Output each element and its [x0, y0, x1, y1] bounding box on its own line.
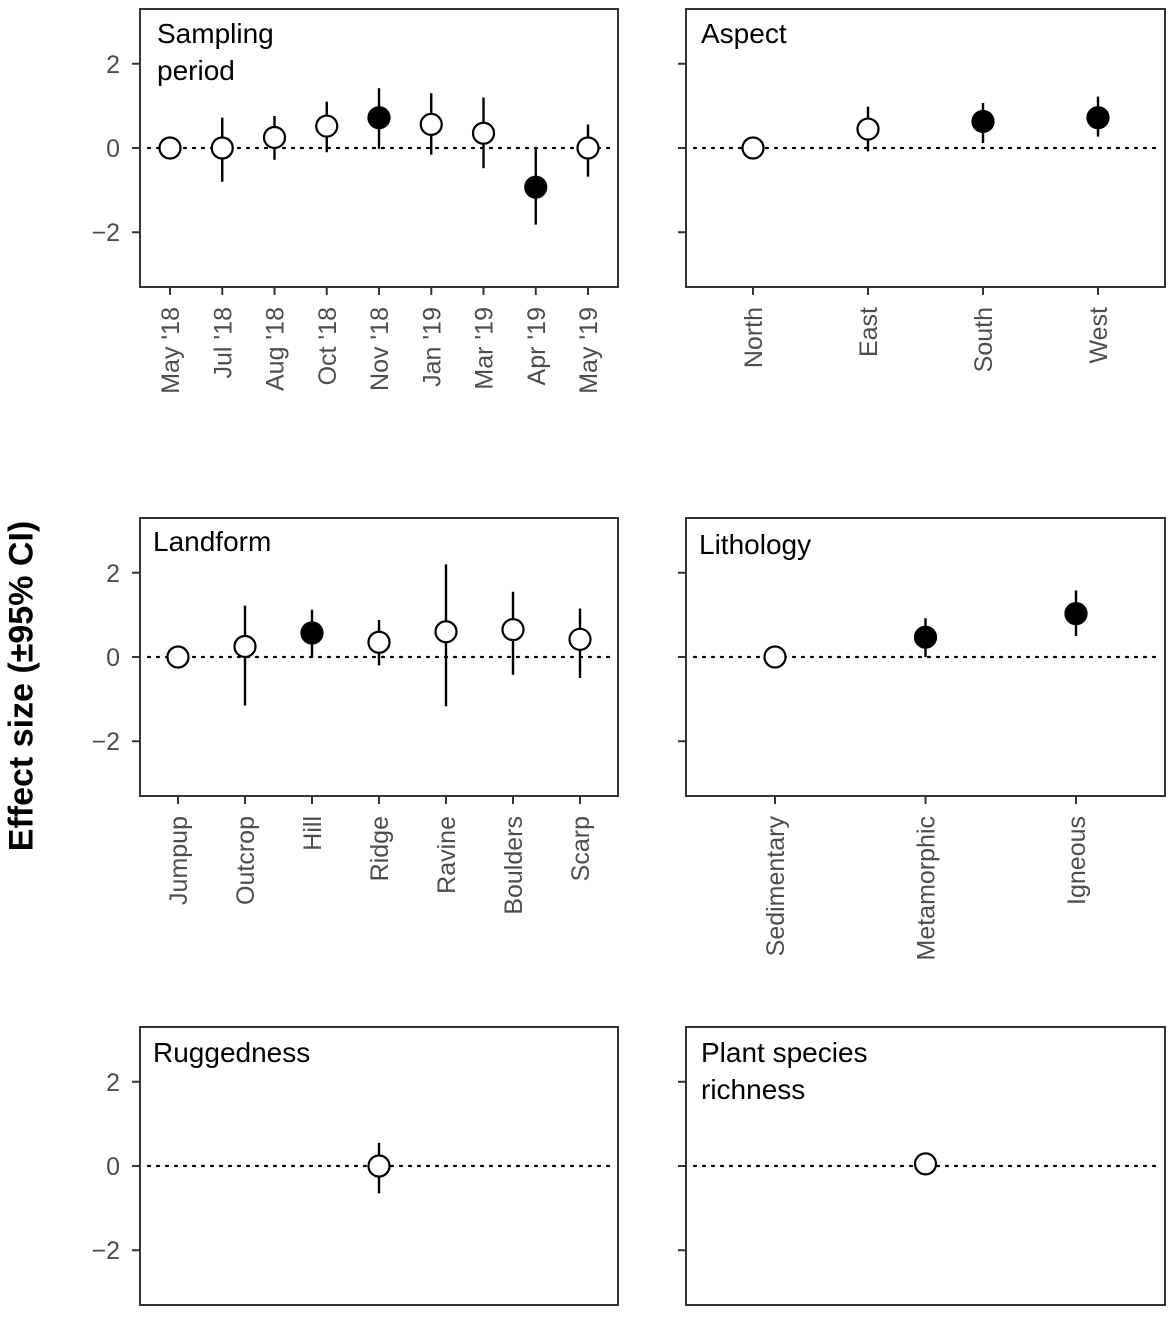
point-significant [367, 106, 391, 130]
point-significant [913, 625, 938, 649]
y-tick-label: 0 [106, 135, 120, 163]
y-tick-label: 0 [106, 1153, 120, 1181]
x-tick-label: Ravine [433, 816, 461, 894]
x-tick-label: Aug '18 [262, 307, 290, 391]
x-tick-label: Ridge [366, 816, 394, 881]
y-tick-label: −2 [91, 1237, 120, 1265]
x-tick-label: South [970, 307, 998, 372]
point-nonsignificant [576, 136, 600, 160]
point-nonsignificant [856, 117, 880, 141]
panel-title: Aspect [701, 18, 787, 49]
panels-group: 2 0 −2 Sampling period May '18 Jul '18 Aug '18 O… [91, 8, 1166, 1306]
panel-lithology: Lithology Sedimentary Metamorphic Igneous [678, 517, 1166, 961]
point-nonsignificant [210, 136, 234, 160]
x-tick-label: Mar '19 [471, 307, 499, 390]
y-tick-label: −2 [91, 219, 120, 247]
point-nonsignificant [913, 1152, 938, 1176]
y-tick-label: 2 [106, 560, 120, 588]
point-significant [300, 621, 324, 645]
panel-aspect: Aspect North East South West [678, 8, 1166, 372]
point-nonsignificant [158, 136, 182, 160]
x-tick-label: West [1085, 307, 1113, 364]
x-tick-label: North [740, 307, 768, 368]
x-tick-label: Metamorphic [913, 816, 941, 961]
point-nonsignificant [367, 1154, 391, 1178]
panel-title: Lithology [699, 529, 811, 560]
panel-landform: 2 0 −2 Landform Jumpup Outcrop Hill Ridge Ravine… [91, 517, 619, 915]
x-tick-label: Boulders [500, 816, 528, 915]
x-tick-label: Hill [299, 816, 327, 851]
panel-title: Ruggedness [153, 1037, 310, 1068]
point-significant [1086, 106, 1110, 130]
point-nonsignificant [501, 618, 525, 642]
x-tick-label: Igneous [1063, 816, 1091, 905]
x-tick-label: Scarp [567, 816, 595, 881]
point-significant [971, 109, 995, 134]
point-nonsignificant [471, 121, 496, 145]
x-tick-label: Sedimentary [762, 816, 790, 957]
panel-title: Sampling period [157, 18, 274, 86]
panel-sampling-period: 2 0 −2 Sampling period May '18 Jul '18 Aug '18 O… [91, 8, 619, 394]
point-nonsignificant [763, 645, 787, 669]
x-tick-label: Apr '19 [523, 307, 551, 385]
panel-title: Landform [153, 526, 271, 557]
point-nonsignificant [434, 620, 458, 644]
x-tick-label: Jan '19 [418, 307, 446, 387]
point-nonsignificant [262, 125, 287, 150]
y-tick-label: 2 [106, 51, 120, 79]
point-nonsignificant [315, 114, 339, 138]
point-significant [1064, 602, 1088, 626]
y-tick-label: 2 [106, 1069, 120, 1097]
point-nonsignificant [568, 627, 592, 651]
x-tick-label: Jumpup [165, 816, 193, 905]
x-tick-label: Nov '18 [366, 307, 394, 391]
point-nonsignificant [367, 630, 391, 654]
x-tick-label: May '18 [157, 307, 185, 394]
x-tick-label: Jul '18 [209, 307, 237, 378]
x-tick-label: East [855, 307, 883, 357]
x-tick-label: Oct '18 [314, 307, 342, 385]
point-nonsignificant [741, 136, 765, 160]
point-nonsignificant [419, 112, 443, 137]
y-tick-label: −2 [91, 728, 120, 756]
panel-plant-species-richness: Plant species richness [678, 1026, 1166, 1306]
panel-ruggedness: 2 0 −2 Ruggedness [91, 1026, 619, 1306]
point-nonsignificant [233, 634, 257, 659]
x-tick-label: Outcrop [232, 816, 260, 905]
x-tick-label: May '19 [575, 307, 603, 394]
y-tick-label: 0 [106, 644, 120, 672]
point-nonsignificant [166, 645, 190, 669]
panel-title: Plant species richness [701, 1037, 868, 1105]
point-significant [524, 175, 548, 199]
